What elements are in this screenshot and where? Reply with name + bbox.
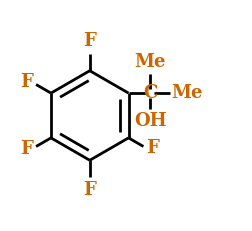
Text: Me: Me [134,53,166,71]
Text: F: F [83,32,96,50]
Text: Me: Me [171,84,202,102]
Text: F: F [146,139,159,157]
Text: F: F [83,181,96,199]
Text: F: F [20,140,33,158]
Text: F: F [20,73,33,91]
Text: C: C [143,84,157,102]
Text: OH: OH [134,112,166,130]
